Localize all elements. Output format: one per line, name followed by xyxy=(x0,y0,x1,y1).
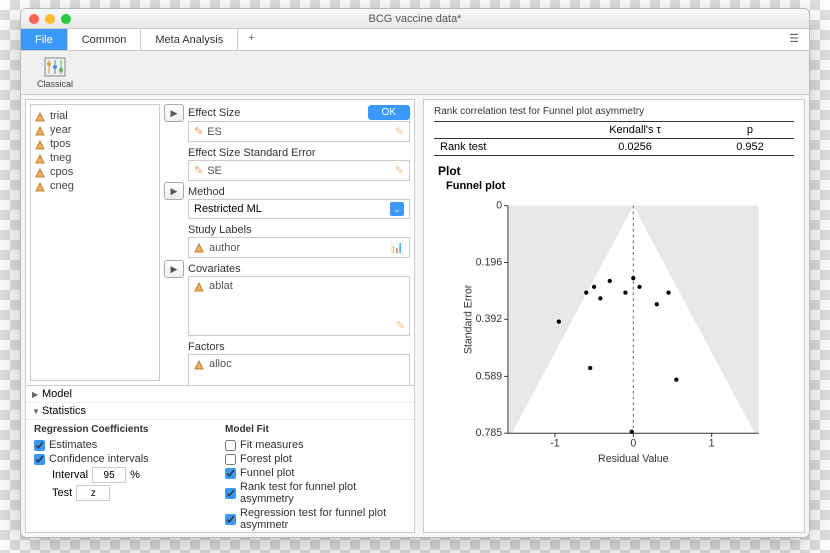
classical-label: Classical xyxy=(37,79,73,89)
assign-arrows: ▶ ▶ ▶ xyxy=(164,100,188,385)
tab-meta-analysis[interactable]: Meta Analysis xyxy=(141,29,238,50)
var-item[interactable]: tpos xyxy=(35,137,155,151)
funnel-checkbox[interactable]: Funnel plot xyxy=(225,466,406,480)
study-labels-field[interactable]: author📊 xyxy=(188,237,410,258)
svg-text:0: 0 xyxy=(630,438,636,450)
ribbon-tabs: File Common Meta Analysis + ☰ xyxy=(21,29,809,51)
pencil-icon: ✎ xyxy=(395,164,404,177)
svg-text:0.589: 0.589 xyxy=(476,370,503,382)
var-item[interactable]: cpos xyxy=(35,165,155,179)
section-model[interactable]: ▶Model xyxy=(26,386,414,403)
scale-icon xyxy=(194,242,205,253)
var-item[interactable]: tneg xyxy=(35,151,155,165)
option-sections: ▶Model ▼Statistics Regression Coefficien… xyxy=(26,385,414,532)
var-item[interactable]: cneg xyxy=(35,179,155,193)
effect-size-se-label: Effect Size Standard Error xyxy=(188,147,316,159)
svg-text:Residual Value: Residual Value xyxy=(598,453,669,465)
scale-icon xyxy=(35,125,46,136)
chevron-down-icon: ⌄ xyxy=(390,202,404,216)
chevron-down-icon: ▼ xyxy=(32,407,42,416)
add-tab-button[interactable]: + xyxy=(238,29,264,50)
scale-icon xyxy=(35,181,46,192)
tab-common[interactable]: Common xyxy=(68,29,142,50)
type-icons: 📊 xyxy=(390,241,404,254)
method-select[interactable]: Restricted ML⌄ xyxy=(188,199,410,219)
table-title: Rank correlation test for Funnel plot as… xyxy=(434,106,794,121)
options-pane: trial year tpos tneg cpos cneg ▶ ▶ ▶ Eff… xyxy=(25,99,415,533)
effect-size-field[interactable]: ✎ES✎ xyxy=(188,121,410,142)
var-item[interactable]: year xyxy=(35,123,155,137)
assign-button[interactable]: ▶ xyxy=(164,104,184,122)
scale-icon xyxy=(35,139,46,150)
funnel-plot-title: Funnel plot xyxy=(434,180,794,196)
chevron-right-icon: ▶ xyxy=(32,390,42,399)
scale-icon xyxy=(35,153,46,164)
forest-checkbox[interactable]: Forest plot xyxy=(225,452,406,466)
svg-text:0: 0 xyxy=(496,200,502,212)
factors-label: Factors xyxy=(188,341,225,353)
modelfit-title: Model Fit xyxy=(225,424,406,438)
classical-button[interactable]: Classical xyxy=(31,54,79,91)
results-pane: Rank correlation test for Funnel plot as… xyxy=(423,99,805,533)
section-statistics[interactable]: ▼Statistics xyxy=(26,403,414,420)
tab-file[interactable]: File xyxy=(21,29,68,50)
scale-icon xyxy=(35,111,46,122)
titlebar: BCG vaccine data* xyxy=(21,9,809,29)
method-label: Method xyxy=(188,186,225,198)
field-assignments: Effect Size OK ✎ES✎ Effect Size Standard … xyxy=(188,100,414,385)
interval-input[interactable] xyxy=(92,467,126,483)
regtest-checkbox[interactable]: Regression test for funnel plot asymmetr xyxy=(225,506,406,532)
covariates-label: Covariates xyxy=(188,263,241,275)
svg-text:Standard Error: Standard Error xyxy=(462,284,474,354)
window-title: BCG vaccine data* xyxy=(21,13,809,25)
funnel-plot: 0 0.196 0.392 0.589 0.785 -1 0 1 Residual Value S… xyxy=(454,196,774,466)
toolbar: Classical xyxy=(21,51,809,95)
statistics-options: Regression Coefficients Estimates Confid… xyxy=(26,420,414,532)
pencil-icon: ✎ xyxy=(194,164,203,177)
factors-field[interactable]: alloc📊 xyxy=(188,354,410,385)
estimates-checkbox[interactable]: Estimates xyxy=(34,438,215,452)
ci-checkbox[interactable]: Confidence intervals xyxy=(34,452,215,466)
pencil-icon: ✎ xyxy=(395,125,404,138)
svg-text:1: 1 xyxy=(709,438,715,450)
covariates-field[interactable]: ablat✎ xyxy=(188,276,410,336)
ranktest-checkbox[interactable]: Rank test for funnel plot asymmetry xyxy=(225,480,406,506)
regcoef-title: Regression Coefficients xyxy=(34,424,215,438)
svg-text:-1: -1 xyxy=(550,438,560,450)
variable-list[interactable]: trial year tpos tneg cpos cneg xyxy=(30,104,160,381)
app-window: BCG vaccine data* File Common Meta Analy… xyxy=(20,8,810,538)
rank-test-table: Kendall's τp Rank test0.02560.952 xyxy=(434,121,794,156)
assign-button[interactable]: ▶ xyxy=(164,182,184,200)
study-labels-label: Study Labels xyxy=(188,224,252,236)
pencil-icon: ✎ xyxy=(396,319,405,332)
scale-icon xyxy=(194,281,205,292)
var-item[interactable]: trial xyxy=(35,109,155,123)
plot-heading: Plot xyxy=(434,156,794,180)
svg-text:0.392: 0.392 xyxy=(476,313,503,325)
svg-text:0.196: 0.196 xyxy=(476,256,503,268)
svg-text:0.785: 0.785 xyxy=(476,427,503,439)
ok-button[interactable]: OK xyxy=(368,105,410,120)
content: trial year tpos tneg cpos cneg ▶ ▶ ▶ Eff… xyxy=(21,95,809,537)
menu-icon[interactable]: ☰ xyxy=(779,29,809,50)
effect-size-se-field[interactable]: ✎SE✎ xyxy=(188,160,410,181)
fitmeasures-checkbox[interactable]: Fit measures xyxy=(225,438,406,452)
effect-size-label: Effect Size xyxy=(188,107,240,119)
scale-icon xyxy=(194,359,205,370)
classical-icon xyxy=(43,56,67,78)
assign-button[interactable]: ▶ xyxy=(164,260,184,278)
pencil-icon: ✎ xyxy=(194,125,203,138)
test-select[interactable] xyxy=(76,485,110,501)
scale-icon xyxy=(35,167,46,178)
